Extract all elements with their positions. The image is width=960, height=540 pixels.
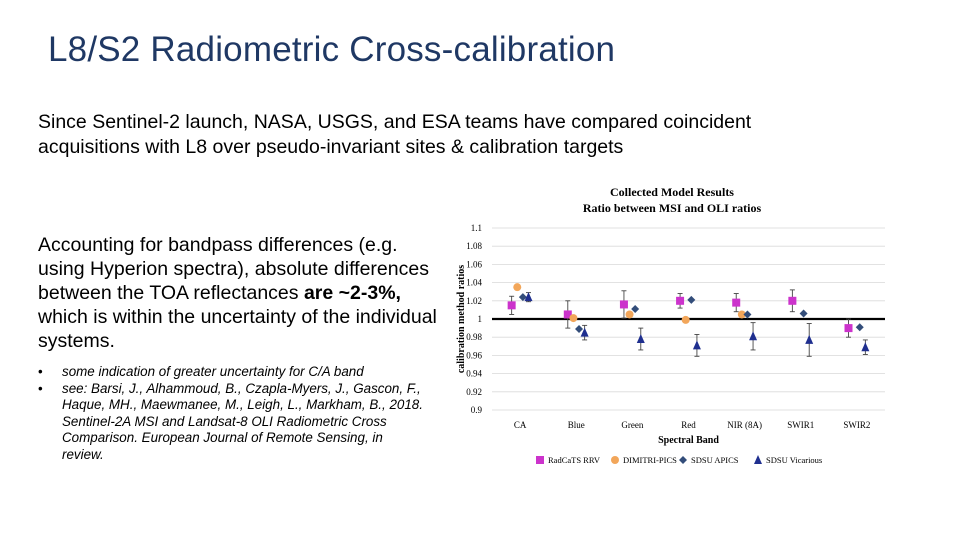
data-point: [805, 334, 814, 344]
x-tick-label: Red: [681, 420, 696, 430]
accounting-text-pre: Accounting for bandpass differences (e.g…: [38, 234, 429, 304]
x-tick-label: SWIR1: [787, 420, 814, 430]
accounting-paragraph: Accounting for bandpass differences (e.g…: [38, 233, 438, 353]
legend-marker: [679, 456, 687, 464]
bullet-list: some indication of greater uncertainty f…: [38, 364, 428, 464]
data-point: [580, 327, 589, 337]
bullet-item: see: Barsi, J., Alhammoud, B., Czapla-My…: [38, 381, 428, 464]
x-tick-label: SWIR2: [843, 420, 870, 430]
y-tick-label: 0.92: [466, 387, 482, 397]
legend-label: SDSU Vicarious: [766, 455, 822, 465]
y-tick-label: 1.1: [471, 223, 482, 233]
data-point: [619, 300, 628, 309]
data-point: [569, 314, 578, 323]
y-axis-label: calibration method ratios: [456, 265, 467, 373]
y-tick-label: 1.02: [466, 296, 482, 306]
chart-title: Collected Model Results: [610, 185, 734, 199]
data-point: [692, 340, 701, 350]
data-point: [681, 315, 690, 324]
data-point: [788, 296, 797, 305]
chart-subtitle: Ratio between MSI and OLI ratios: [583, 201, 762, 215]
y-tick-label: 0.98: [466, 332, 482, 342]
data-point: [513, 283, 522, 292]
legend-label: DIMITRI-PICS: [623, 455, 677, 465]
data-point: [737, 310, 746, 319]
data-point: [676, 296, 685, 305]
slide-title: L8/S2 Radiometric Cross-calibration: [48, 30, 616, 69]
legend-marker: [754, 455, 762, 464]
legend-label: SDSU APICS: [691, 455, 739, 465]
accounting-text-bold: are ~2-3%,: [303, 282, 401, 304]
y-tick-label: 1.06: [466, 259, 482, 269]
x-tick-label: CA: [514, 420, 527, 430]
intro-paragraph: Since Sentinel-2 launch, NASA, USGS, and…: [38, 111, 752, 158]
accounting-text-post: which is within the uncertainty of the i…: [38, 306, 437, 352]
bullet-item: some indication of greater uncertainty f…: [38, 364, 428, 381]
data-point: [563, 310, 572, 319]
data-point: [743, 310, 752, 319]
data-point: [507, 301, 516, 310]
y-tick-label: 1: [478, 314, 483, 324]
data-point: [844, 324, 853, 333]
data-point: [732, 298, 741, 307]
data-point: [631, 304, 640, 313]
data-point: [518, 293, 527, 302]
data-point: [524, 292, 533, 302]
x-tick-label: NIR (8A): [727, 420, 762, 430]
data-point: [687, 295, 696, 304]
y-tick-label: 0.96: [466, 350, 482, 360]
y-tick-label: 1.08: [466, 241, 482, 251]
data-point: [575, 325, 584, 334]
chart-container: Collected Model Results Ratio between MSI…: [440, 180, 910, 480]
data-point: [625, 310, 634, 319]
chart-svg: Collected Model Results Ratio between MSI…: [456, 185, 885, 465]
legend-marker: [611, 456, 619, 464]
legend-label: RadCaTS RRV: [548, 455, 601, 465]
data-point: [861, 342, 870, 352]
y-tick-label: 0.9: [471, 405, 483, 415]
x-axis-label: Spectral Band: [658, 435, 719, 446]
data-point: [799, 309, 808, 318]
x-tick-label: Blue: [568, 420, 585, 430]
data-point: [855, 323, 864, 332]
y-tick-label: 1.04: [466, 278, 482, 288]
y-tick-label: 0.94: [466, 369, 482, 379]
x-tick-label: Green: [621, 420, 643, 430]
data-point: [749, 331, 758, 341]
data-point: [636, 334, 645, 344]
legend-marker: [536, 456, 544, 464]
